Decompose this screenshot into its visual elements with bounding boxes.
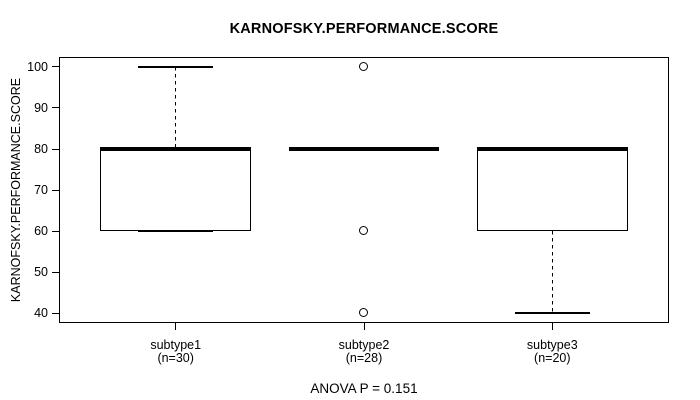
y-tick-label: 50 bbox=[34, 265, 48, 280]
x-tick-sublabel: (n=28) bbox=[345, 351, 383, 365]
x-tick-label: subtype2 bbox=[338, 338, 390, 352]
y-tick-label: 90 bbox=[34, 100, 48, 115]
outlier-point bbox=[359, 226, 369, 236]
x-tick bbox=[363, 323, 365, 330]
chart-title: KARNOFSKY.PERFORMANCE.SCORE bbox=[229, 21, 499, 37]
x-tick-label: subtype1 bbox=[150, 338, 202, 352]
y-tick-label: 70 bbox=[34, 183, 48, 197]
x-tick bbox=[551, 323, 553, 330]
box bbox=[100, 149, 251, 232]
median-line bbox=[100, 147, 251, 151]
y-tick bbox=[52, 230, 59, 232]
median-line bbox=[477, 147, 628, 151]
outlier-point bbox=[359, 308, 369, 318]
x-tick-label: subtype3 bbox=[526, 338, 578, 352]
lower-whisker-cap bbox=[514, 312, 590, 314]
y-tick bbox=[52, 148, 59, 150]
upper-whisker-line bbox=[175, 66, 177, 149]
outlier-point bbox=[359, 62, 369, 71]
y-tick bbox=[52, 312, 59, 314]
y-tick bbox=[52, 189, 59, 191]
lower-whisker-line bbox=[551, 231, 553, 314]
y-tick bbox=[52, 66, 59, 68]
y-tick bbox=[52, 271, 59, 273]
y-tick bbox=[52, 107, 59, 109]
lower-whisker-cap bbox=[138, 230, 214, 232]
anova-p-annotation: ANOVA P = 0.151 bbox=[310, 381, 418, 396]
y-tick-label: 80 bbox=[34, 142, 48, 156]
y-tick-label: 40 bbox=[34, 306, 48, 321]
x-tick bbox=[175, 323, 177, 330]
upper-whisker-cap bbox=[138, 66, 214, 68]
box bbox=[477, 149, 628, 232]
x-tick-sublabel: (n=20) bbox=[534, 351, 571, 365]
y-tick-label: 60 bbox=[34, 224, 48, 238]
median-line bbox=[288, 147, 440, 151]
x-tick-sublabel: (n=30) bbox=[157, 351, 194, 365]
y-tick-label: 100 bbox=[27, 59, 48, 74]
